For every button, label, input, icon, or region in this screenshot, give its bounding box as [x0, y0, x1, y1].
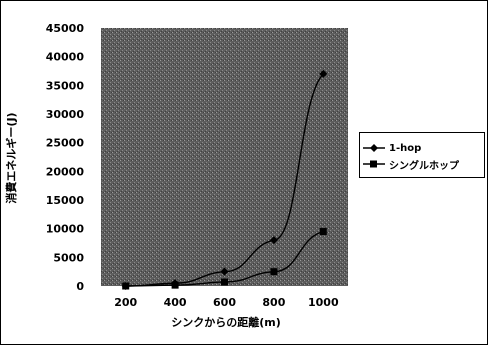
x-axis-title: シンクからの距離(m) [171, 315, 281, 329]
series-line [125, 73, 324, 287]
data-point-square [171, 281, 179, 289]
x-tick-label: 400 [164, 296, 187, 309]
legend: 1-hop シングルホップ [359, 132, 485, 178]
x-tick-label: 600 [213, 296, 236, 309]
y-tick-label: 10000 [46, 223, 85, 236]
legend-marker-diamond [363, 144, 385, 152]
series-1 [122, 228, 327, 290]
data-point-diamond [269, 236, 278, 245]
legend-item-1-hop: 1-hop [362, 141, 421, 155]
legend-label-1-hop: 1-hop [389, 142, 422, 154]
series-layer [121, 69, 328, 290]
legend-item-single-hop: シングルホップ [362, 157, 459, 172]
data-point-square [122, 282, 130, 290]
data-point-square [270, 268, 278, 276]
y-axis-ticks: 0 5000 10000 15000 20000 25000 30000 35000 40000… [46, 22, 85, 293]
data-point-diamond [220, 267, 229, 276]
y-tick-label: 45000 [46, 22, 85, 35]
y-tick-label: 0 [76, 280, 84, 293]
y-tick-label: 15000 [46, 194, 85, 207]
y-tick-label: 40000 [46, 51, 85, 64]
y-tick-label: 30000 [46, 108, 85, 121]
y-tick-label: 5000 [53, 251, 84, 264]
plot-area [101, 28, 348, 286]
y-axis-title: 消費エネルギー(J) [4, 112, 18, 203]
y-tick-label: 35000 [46, 79, 85, 92]
data-point-diamond [319, 69, 328, 78]
y-tick-label: 20000 [46, 165, 85, 178]
data-point-square [319, 228, 327, 236]
data-point-square [221, 278, 228, 286]
x-tick-label: 200 [114, 296, 137, 309]
x-axis-ticks: 200 400 600 800 1000 [114, 296, 339, 309]
legend-marker-square [363, 160, 385, 168]
x-tick-label: 800 [262, 296, 285, 309]
x-tick-label: 1000 [308, 296, 339, 309]
y-tick-label: 25000 [46, 137, 85, 150]
legend-label-single-hop: シングルホップ [389, 160, 459, 172]
